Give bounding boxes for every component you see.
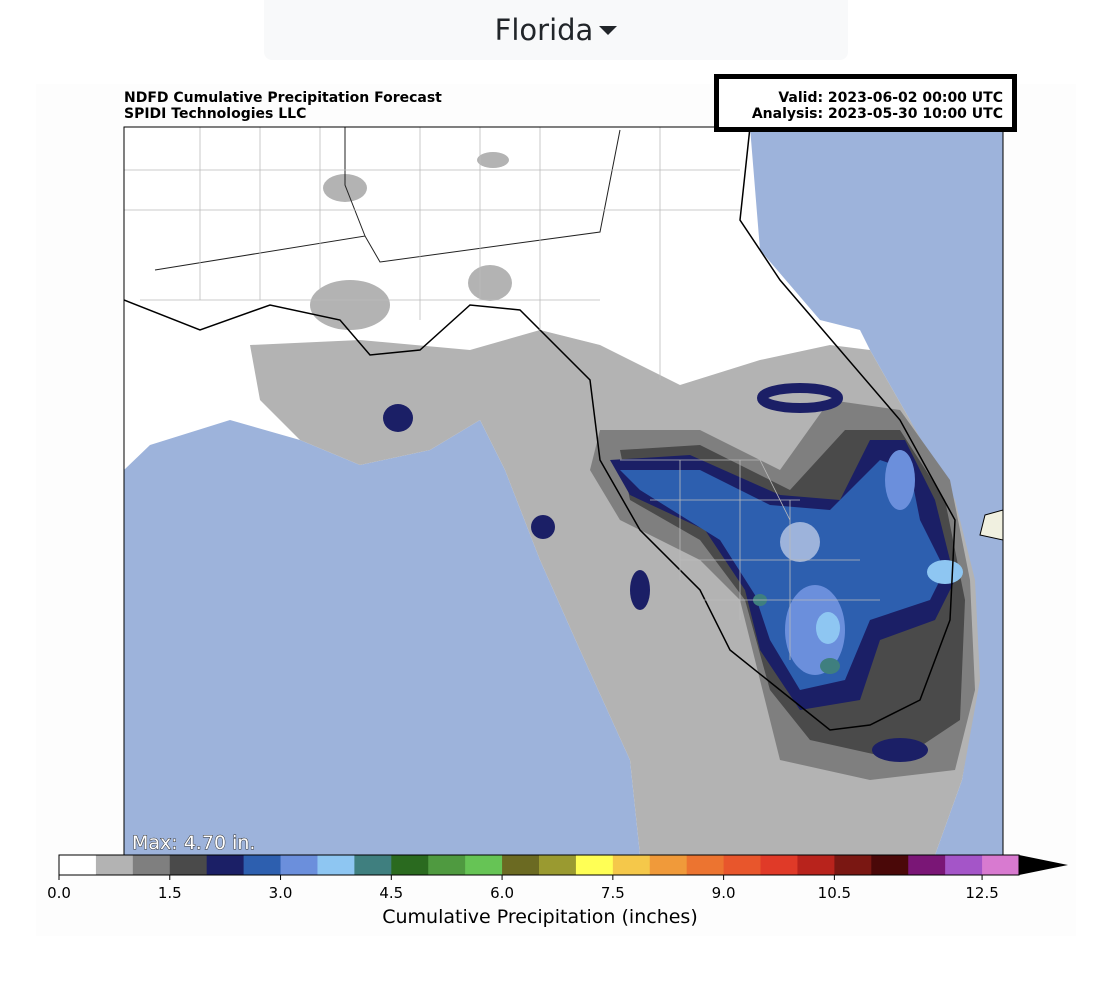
precip-light (477, 152, 509, 168)
coastline (124, 127, 956, 731)
colorbar-extend (1019, 855, 1068, 875)
figure-title: NDFD Cumulative Precipitation Forecast (124, 90, 442, 106)
colorbar-segment (59, 855, 97, 875)
colorbar-label: Cumulative Precipitation (inches) (382, 906, 698, 928)
colorbar-segment (686, 855, 725, 875)
valid-time: Valid: 2023-06-02 00:00 UTC (778, 90, 1003, 106)
precip-light (468, 265, 512, 301)
colorbar-tick-label: 12.5 (965, 884, 998, 902)
precip-light (323, 174, 367, 202)
colorbar-segment (428, 855, 466, 875)
colorbar-segment (391, 855, 429, 875)
precip-navy (757, 383, 843, 413)
precip-teal (820, 658, 840, 674)
colorbar-segment (575, 855, 614, 875)
precip-navy (872, 738, 928, 762)
colorbar-segment (612, 855, 651, 875)
figure-subtitle: SPIDI Technologies LLC (124, 106, 306, 122)
colorbar-tick-label: 6.0 (490, 884, 514, 902)
colorbar-tick-label: 3.0 (269, 884, 293, 902)
colorbar-segment (908, 855, 946, 875)
map (124, 127, 1003, 855)
colorbar-segment (169, 855, 208, 875)
colorbar-outline (58, 854, 1020, 876)
precip-lightblue (816, 612, 840, 644)
colorbar-segment (760, 855, 798, 875)
colorbar-tick-label: 0.0 (47, 884, 71, 902)
precip-navy (630, 570, 650, 610)
precip-navy (383, 404, 413, 432)
colorbar-segment (354, 855, 392, 875)
precip-navy (531, 515, 555, 539)
bahamas (979, 509, 1003, 541)
colorbar-segment (502, 855, 540, 875)
county-borders (124, 127, 880, 660)
colorbar: 0.0 1.5 3.0 4.5 6.0 7.5 9.0 10.5 12.5 (47, 854, 1068, 902)
colorbar-segment (317, 855, 355, 875)
colorbar-segment (132, 855, 171, 875)
colorbar-tick-label: 10.5 (818, 884, 851, 902)
colorbar-tick-label: 7.5 (601, 884, 625, 902)
precip-light (310, 280, 390, 330)
colorbar-segment (649, 855, 688, 875)
colorbar-segment (539, 855, 577, 875)
region-dropdown[interactable]: Florida (264, 0, 848, 60)
colorbar-segment (982, 855, 1020, 875)
colorbar-segment (723, 855, 762, 875)
colorbar-segment (206, 855, 245, 875)
colorbar-segment (945, 855, 983, 875)
colorbar-segment (243, 855, 282, 875)
caret (599, 25, 618, 35)
lake-okeechobee (780, 522, 820, 562)
colorbar-segment (95, 855, 134, 875)
time-box (714, 74, 1017, 132)
precip-lightblue (927, 560, 963, 584)
colorbar-tick-label: 4.5 (379, 884, 403, 902)
colorbar-tick-label: 1.5 (158, 884, 182, 902)
precip-cornflower (785, 585, 845, 675)
max-label: Max: 4.70 in. (132, 832, 255, 854)
precip-cornflower (885, 450, 915, 510)
analysis-time: Analysis: 2023-05-30 10:00 UTC (752, 106, 1003, 122)
colorbar-segment (280, 855, 318, 875)
colorbar-segment (871, 855, 909, 875)
precip-blue (620, 460, 945, 690)
colorbar-segment (465, 855, 503, 875)
dropdown-label: Florida (494, 13, 594, 47)
colorbar-tick-label: 9.0 (712, 884, 736, 902)
state-border (154, 127, 621, 271)
colorbar-segment (834, 855, 872, 875)
colorbar-segment (797, 855, 835, 875)
